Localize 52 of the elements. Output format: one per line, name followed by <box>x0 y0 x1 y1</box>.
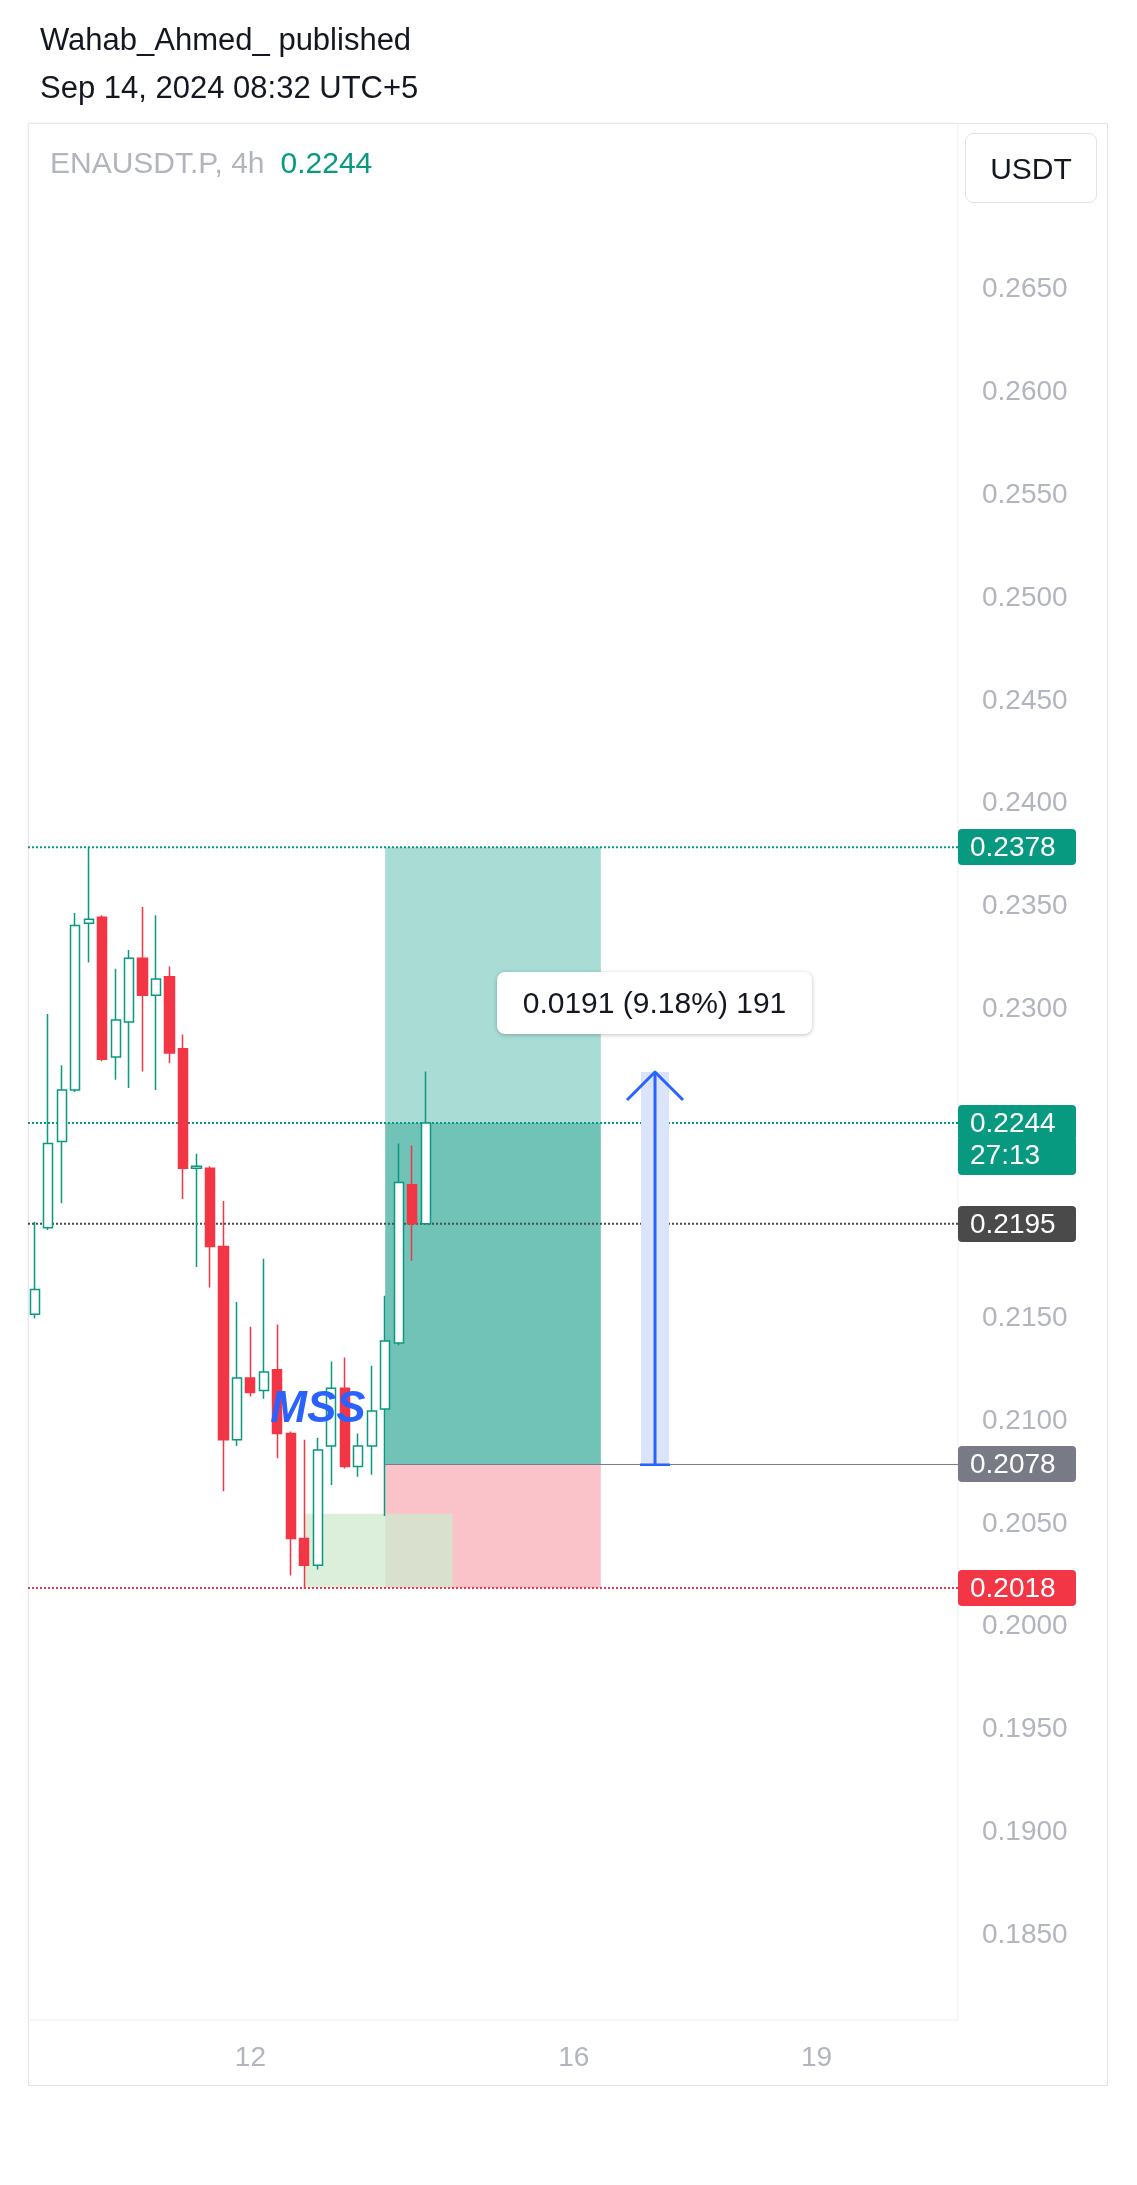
candlestick <box>29 1220 41 1320</box>
candlestick <box>69 912 81 1093</box>
candlestick <box>312 1436 324 1571</box>
text: USDT <box>965 133 1097 203</box>
ref-line-label: 0.2078 <box>958 1446 1076 1483</box>
y-tick-label: 0.1950 <box>982 1712 1068 1744</box>
candlestick <box>190 1153 203 1268</box>
y-tick-label: 0.2050 <box>982 1506 1068 1538</box>
candlestick <box>150 914 162 1091</box>
candlestick <box>366 1364 378 1476</box>
candlestick <box>96 914 108 1062</box>
text: 0.2244 <box>280 146 373 179</box>
x-tick-label: 12 <box>234 2040 266 2072</box>
y-tick-label: 0.1900 <box>982 1815 1068 1847</box>
candlestick <box>406 1144 418 1262</box>
candlestick <box>231 1301 243 1447</box>
candlestick <box>258 1257 270 1400</box>
y-tick-label: 0.2450 <box>982 683 1068 715</box>
candlestick <box>393 1142 405 1346</box>
ref-line-label: 0.2195 <box>958 1205 1076 1242</box>
ref-line-label: 0.2378 <box>958 829 1076 866</box>
candlestick <box>285 1430 297 1577</box>
candlestick <box>177 1033 189 1200</box>
y-tick-label: 0.2000 <box>982 1609 1068 1641</box>
y-tick-label: 0.2400 <box>982 786 1068 818</box>
annotation: 0.0191 (9.18%) 191 <box>496 971 813 1034</box>
y-tick-label: 0.2600 <box>982 374 1068 406</box>
candlestick <box>110 967 122 1081</box>
x-tick-label: 16 <box>558 2040 590 2072</box>
y-tick-label: 0.2350 <box>982 889 1068 921</box>
y-tick-label: 0.2550 <box>982 477 1068 509</box>
candlestick <box>123 949 135 1089</box>
text: Sep 14, 2024 08:32 UTC+5 <box>40 70 419 106</box>
candlestick <box>352 1432 364 1478</box>
y-tick-label: 0.2650 <box>982 272 1068 304</box>
text: ENAUSDT.P, 4h <box>50 146 265 179</box>
candlestick <box>204 1165 216 1289</box>
candlestick <box>244 1325 256 1398</box>
ref-line-label: 0.2018 <box>958 1569 1076 1606</box>
candlestick <box>163 965 176 1065</box>
candlestick <box>217 1200 230 1492</box>
text: 27:13 <box>958 1138 1076 1175</box>
candlestick <box>136 906 149 1073</box>
y-tick-label: 0.2100 <box>982 1403 1068 1435</box>
y-tick-label: 0.2500 <box>982 580 1068 612</box>
candlestick <box>379 1295 391 1517</box>
ref-line-label: 0.2244 <box>970 1106 1056 1138</box>
y-tick-label: 0.1850 <box>982 1918 1068 1950</box>
y-tick-label: 0.2300 <box>982 992 1068 1024</box>
x-tick-label: 19 <box>800 2040 833 2072</box>
text: Wahab_Ahmed_ published <box>40 22 412 58</box>
y-tick-label: 0.2150 <box>982 1300 1068 1332</box>
